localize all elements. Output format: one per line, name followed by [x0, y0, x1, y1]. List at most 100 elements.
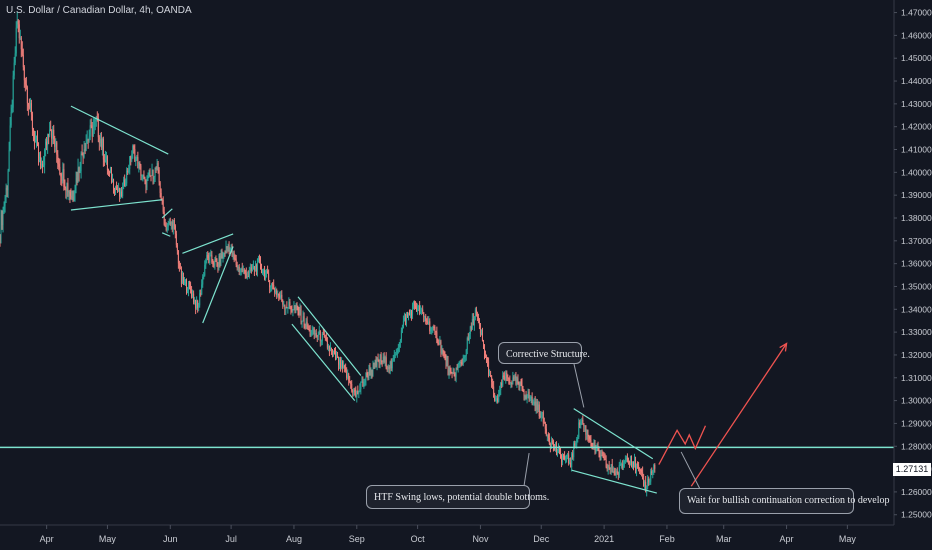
candle-body	[488, 361, 490, 376]
candle-body	[479, 325, 481, 334]
candle-body	[126, 170, 128, 184]
candle-body	[422, 309, 424, 313]
annotation-bullish-continuation[interactable]: Wait for bullish continuation correction…	[679, 488, 889, 514]
candle-body	[384, 357, 386, 363]
candle-body	[607, 464, 609, 469]
annotation-corrective-structure[interactable]: Corrective Structure.	[498, 342, 590, 364]
candle-body	[223, 252, 225, 254]
candle-body	[121, 191, 123, 197]
candle-body	[593, 442, 595, 448]
candle-body	[623, 461, 625, 464]
candle-body	[520, 382, 522, 384]
candle-body	[303, 316, 305, 327]
candle-body	[4, 197, 6, 206]
candle-body	[356, 390, 358, 397]
candle-body	[615, 471, 617, 475]
candle-body	[601, 455, 603, 457]
candle-body	[127, 170, 129, 172]
candle-body	[165, 226, 167, 231]
candle-body	[213, 264, 215, 266]
candle-body	[251, 269, 253, 272]
candle-body	[219, 255, 221, 265]
candle-body	[480, 333, 482, 335]
candle-body	[404, 317, 406, 324]
candle-body	[445, 356, 447, 366]
candle-body	[2, 208, 4, 226]
candle-body	[627, 460, 629, 463]
candle-body	[571, 453, 573, 468]
candle-body	[83, 149, 85, 158]
candle-body	[231, 248, 233, 256]
candle-body	[58, 163, 60, 167]
candle-body	[253, 266, 255, 271]
y-tick-label: 1.35000	[901, 281, 932, 291]
candle-body	[211, 255, 213, 263]
candle-body	[92, 127, 94, 137]
candle-body	[640, 469, 642, 471]
candle-body	[537, 404, 539, 410]
candle-body	[124, 179, 126, 187]
candle-body	[414, 301, 416, 306]
candle-body	[599, 455, 601, 460]
candle-body	[16, 20, 18, 28]
candle-body	[426, 321, 428, 323]
candle-body	[265, 273, 267, 280]
candle-body	[514, 376, 516, 378]
candle-body	[630, 459, 632, 466]
candle-body	[327, 346, 329, 348]
candle-body	[187, 290, 189, 292]
candle-body	[158, 169, 160, 183]
candle-body	[528, 391, 530, 399]
candle-body	[543, 422, 545, 424]
candle-body	[500, 382, 502, 391]
candle-body	[602, 455, 604, 457]
candle-body	[481, 333, 483, 342]
candle-body	[218, 255, 220, 267]
candle-body	[624, 458, 626, 462]
annotation-pointers	[523, 363, 701, 490]
annotation-htf-swing-lows[interactable]: HTF Swing lows, potential double bottoms…	[366, 485, 549, 509]
candle-body	[40, 156, 42, 166]
candle-body	[194, 299, 196, 302]
candle-body	[11, 107, 13, 112]
candle-body	[569, 462, 571, 464]
candle-body	[24, 80, 26, 85]
candle-body	[133, 145, 135, 150]
candle-body	[104, 159, 106, 163]
candle-body	[171, 221, 173, 229]
y-tick-label: 1.46000	[901, 30, 932, 40]
candle-body	[570, 462, 572, 468]
candle-body	[308, 329, 310, 331]
candle-body	[443, 351, 445, 354]
candle-body	[193, 293, 195, 302]
candle-body	[278, 293, 280, 296]
current-price-label: 1.27131	[893, 463, 931, 476]
y-tick-label: 1.45000	[901, 53, 932, 63]
candle-body	[81, 153, 83, 156]
candle-body	[174, 225, 176, 234]
candle-body	[292, 309, 294, 311]
candle-body	[113, 179, 115, 189]
candle-body	[540, 412, 542, 418]
candle-body	[136, 157, 138, 159]
candle-body	[465, 349, 467, 356]
candle-body	[67, 183, 69, 193]
candle-body	[391, 360, 393, 369]
candle-body	[560, 449, 562, 455]
candle-body	[297, 306, 299, 311]
candle-body	[172, 219, 174, 229]
candle-body	[428, 321, 430, 325]
candle-body	[498, 394, 500, 402]
candle-body	[56, 142, 58, 155]
candle-body	[151, 169, 153, 176]
trend-line	[161, 232, 171, 237]
candle-body	[183, 281, 185, 284]
candle-body	[12, 75, 14, 108]
candle-body	[116, 186, 118, 190]
candle-body	[446, 360, 448, 366]
candle-body	[37, 137, 39, 144]
candle-body	[435, 330, 437, 333]
candle-body	[175, 233, 177, 245]
candle-body	[359, 389, 361, 393]
